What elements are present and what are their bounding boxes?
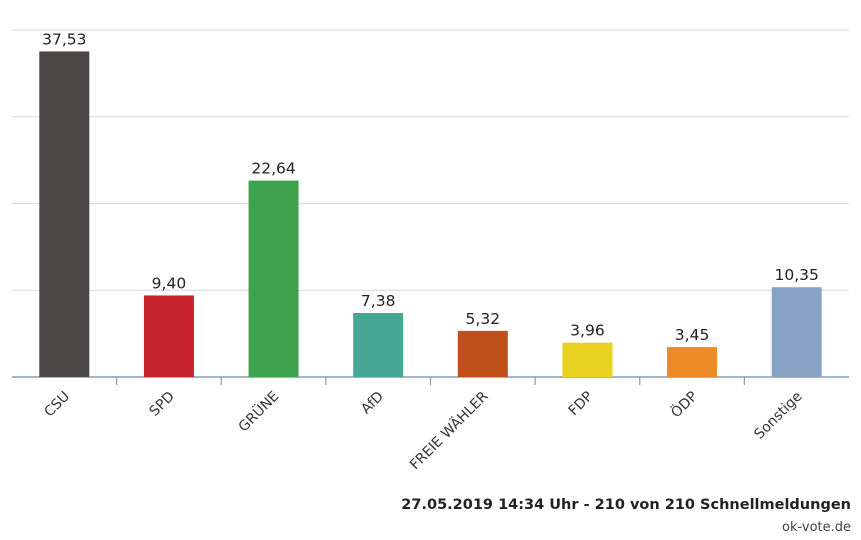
bar-afd[interactable]	[353, 312, 404, 377]
data-label: 3,45	[675, 326, 710, 344]
stand-text: 27.05.2019 14:34 Uhr - 210 von 210 Schne…	[401, 497, 851, 513]
category-label: FREIE WÄHLER	[406, 387, 492, 473]
category-label: CSU	[41, 389, 73, 421]
data-label: 7,38	[361, 292, 396, 310]
data-label: 37,53	[42, 30, 86, 48]
data-label: 9,40	[152, 274, 187, 292]
source-text: ok-vote.de	[782, 520, 851, 535]
bar-fdp[interactable]	[562, 342, 613, 377]
bar-ödp[interactable]	[667, 347, 718, 377]
data-label: 5,32	[466, 310, 501, 328]
category-label: SPD	[147, 389, 178, 420]
data-label: 3,96	[570, 322, 605, 340]
bar-sonstige[interactable]	[771, 287, 822, 377]
category-label: GRÜNE	[234, 387, 282, 435]
category-label: Sonstige	[751, 389, 805, 443]
category-label: FDP	[566, 389, 597, 420]
category-label: AfD	[358, 389, 387, 418]
category-label: ÖDP	[667, 387, 701, 421]
bar-grüne[interactable]	[248, 180, 299, 377]
bar-freie-wähler[interactable]	[457, 330, 508, 377]
bar-spd[interactable]	[143, 295, 194, 377]
data-label: 10,35	[775, 266, 819, 284]
bar-csu[interactable]	[39, 51, 90, 378]
data-label: 22,64	[251, 160, 295, 178]
